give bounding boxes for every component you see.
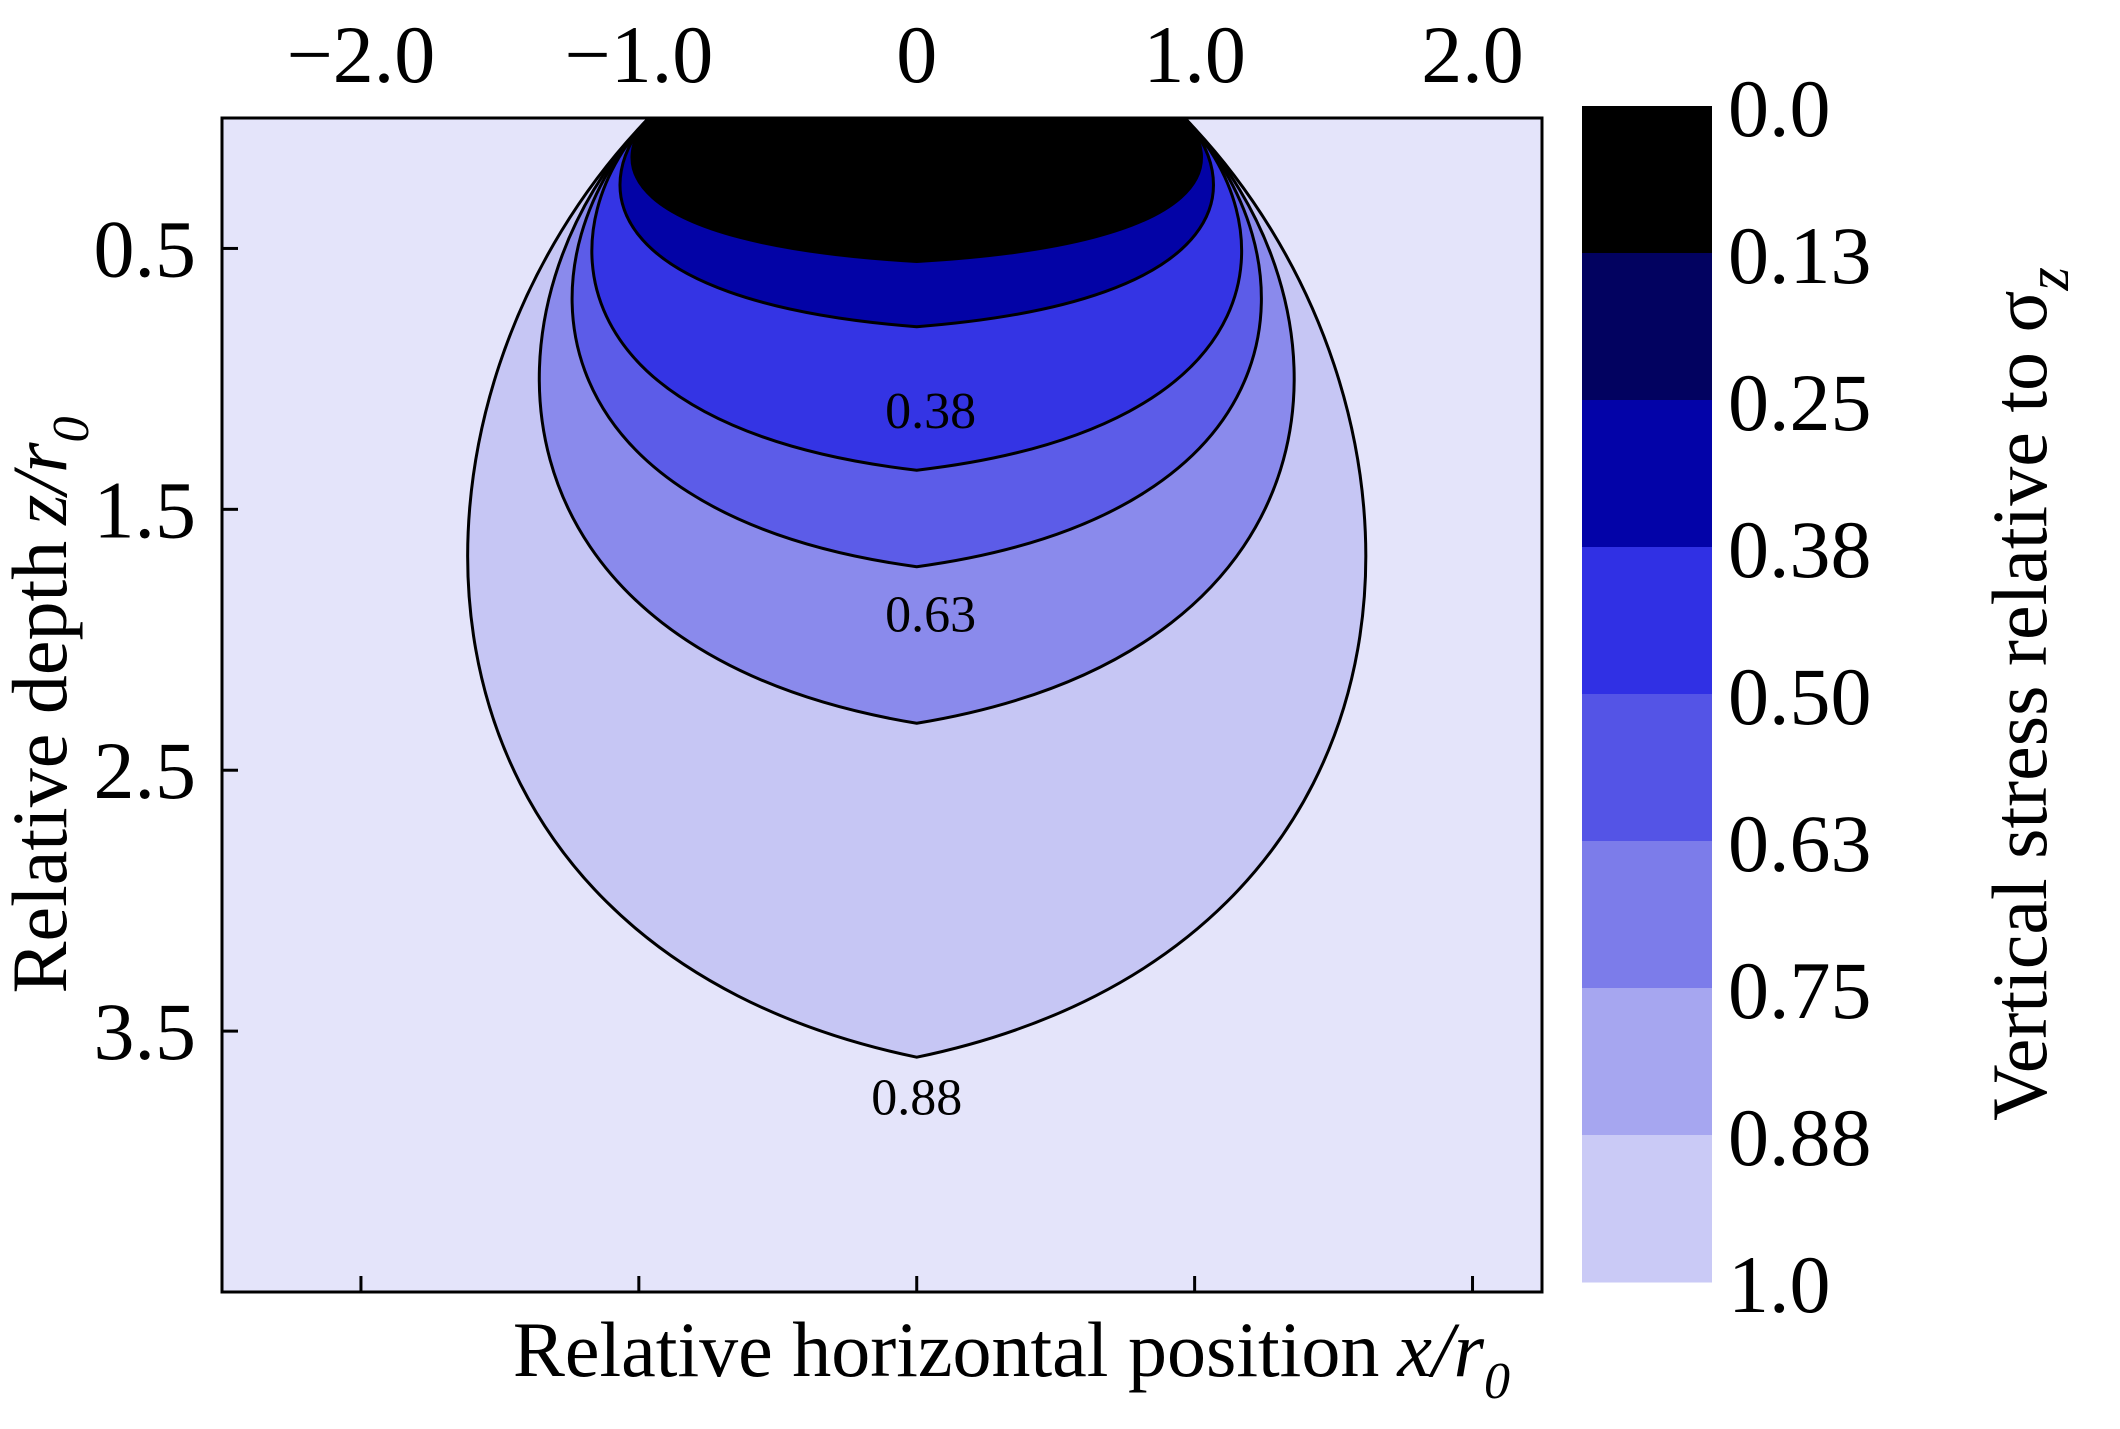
- plot-area: 0.38 0.63 0.88: [220, 116, 1544, 1294]
- y-axis-label-var: z/r: [0, 442, 83, 526]
- colorbar-tick-label: 0.13: [1728, 210, 1872, 301]
- contour-label: 0.63: [885, 587, 976, 644]
- colorbar-label: Vertical stress relative to σz: [1976, 267, 2081, 1121]
- colorbar-band: [1582, 106, 1712, 254]
- x-tick-label: 0: [896, 9, 937, 100]
- colorbar-tick-label: 1.0: [1728, 1239, 1831, 1330]
- colorbar-label-sub: z: [2015, 267, 2081, 291]
- colorbar-band: [1582, 400, 1712, 548]
- x-tick-label: 1.0: [1143, 9, 1246, 100]
- colorbar-band: [1582, 1135, 1712, 1283]
- x-axis-label-text: Relative horizontal position: [513, 1306, 1380, 1393]
- colorbar-band: [1582, 988, 1712, 1136]
- contour-label: 0.88: [871, 1069, 962, 1126]
- x-tick-label: 2.0: [1421, 9, 1524, 100]
- x-axis-label-var: x/r: [1396, 1306, 1484, 1393]
- colorbar-band: [1582, 694, 1712, 842]
- x-axis-label-sub: 0: [1484, 1353, 1510, 1410]
- y-axis-label-text-group: Relative depth z/r0: [0, 416, 100, 993]
- y-tick-label: 2.5: [94, 725, 197, 816]
- y-tick-label: 1.5: [94, 464, 197, 555]
- colorbar-band: [1582, 253, 1712, 401]
- y-axis-label-text: Relative depth: [0, 541, 83, 994]
- colorbar-tick-label: 0.88: [1728, 1092, 1872, 1183]
- colorbar-tick-label: 0.75: [1728, 945, 1872, 1036]
- x-axis-label: Relative horizontal position x/r0: [513, 1306, 1510, 1410]
- x-tick-label: −2.0: [287, 9, 436, 100]
- colorbar: 0.0 0.13 0.25 0.38 0.50 0.63 0.75 0.88 1.0: [1582, 63, 1872, 1330]
- y-tick-label: 3.5: [94, 986, 197, 1077]
- y-axis-label-sub: 0: [43, 416, 100, 442]
- colorbar-label-text: Vertical stress relative to σ: [1976, 290, 2063, 1120]
- colorbar-band: [1582, 547, 1712, 695]
- colorbar-band: [1582, 841, 1712, 989]
- colorbar-tick-label: 0.38: [1728, 504, 1872, 595]
- x-axis-ticks: −2.0 −1.0 0 1.0 2.0: [287, 9, 1524, 1292]
- colorbar-tick-label: 0.0: [1728, 63, 1831, 154]
- colorbar-label-text-group: Vertical stress relative to σz: [1976, 267, 2081, 1121]
- contour-bands: [466, 118, 1368, 1059]
- colorbar-tick-label: 0.50: [1728, 651, 1872, 742]
- x-tick-label: −1.0: [564, 9, 713, 100]
- y-axis-ticks: 0.5 1.5 2.5 3.5: [94, 203, 238, 1077]
- plot-frame: [220, 116, 1544, 1294]
- colorbar-tick-label: 0.63: [1728, 798, 1872, 889]
- contour-line-0_13: [630, 118, 1203, 263]
- colorbar-tick-label: 0.25: [1728, 357, 1872, 448]
- contour-label: 0.38: [885, 383, 976, 440]
- y-tick-label: 0.5: [94, 203, 197, 294]
- y-axis-label: Relative depth z/r0: [0, 416, 100, 993]
